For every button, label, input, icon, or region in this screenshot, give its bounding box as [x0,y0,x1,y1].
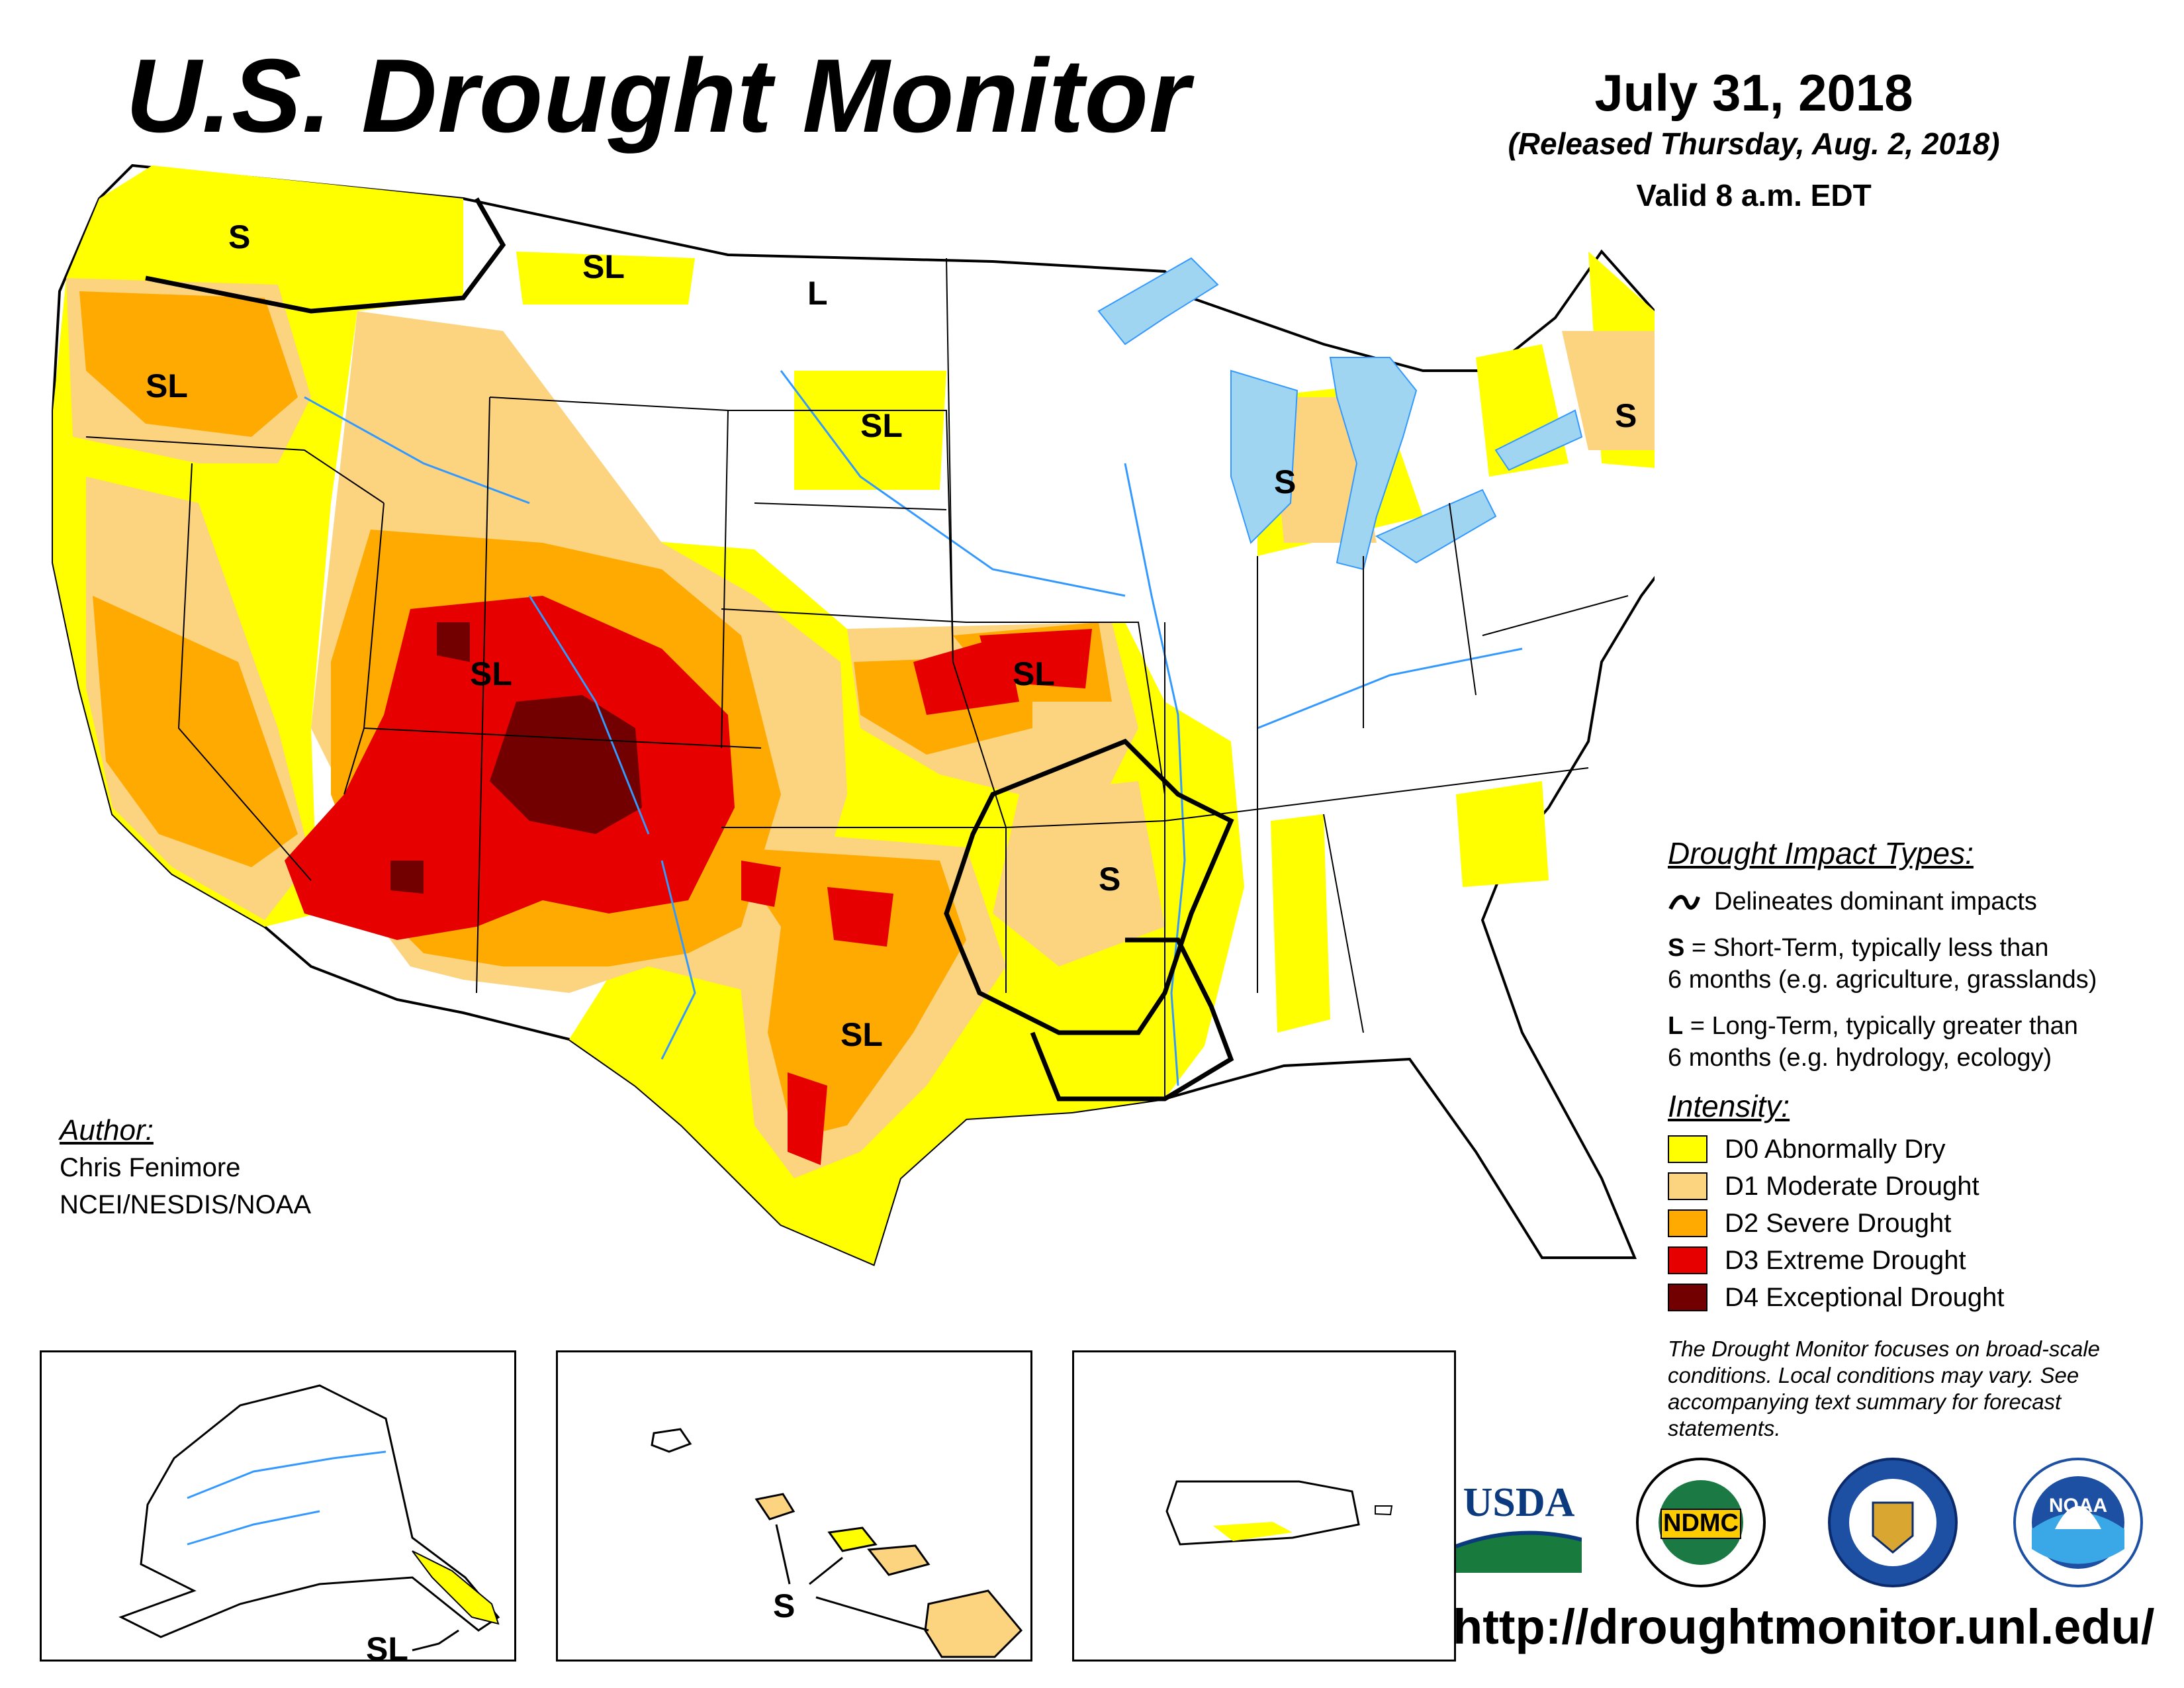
ndmc-logo: NDMC [1635,1456,1767,1589]
state-borders [85,258,1629,1099]
intensity-item: D3 Extreme Drought [1668,1242,2171,1279]
conus-map: S SL L SL SL S S SL SL S SL [52,164,1655,1266]
intensity-item: D4 Exceptional Drought [1668,1279,2171,1316]
intensity-label: D4 Exceptional Drought [1725,1282,2005,1312]
author-label: Author: [60,1114,154,1147]
label-hawaii: S [773,1587,795,1624]
delineation-line-icon [1668,895,1700,910]
short-term-letter: S [1668,934,1685,962]
commerce-logo [1827,1456,1959,1589]
intensity-swatch [1668,1135,1707,1163]
great-lakes [1097,257,1583,571]
puerto-rico-inset [1072,1350,1456,1662]
short-term-desc-2: 6 months (e.g. agriculture, grasslands) [1668,966,2097,994]
intensity-swatch [1668,1209,1707,1237]
intensity-label: D3 Extreme Drought [1725,1245,1966,1275]
long-term-desc-2: 6 months (e.g. hydrology, ecology) [1668,1044,2052,1072]
label-ny: S [1615,397,1637,434]
short-term-desc: = Short-Term, typically less than [1684,934,2049,962]
author-name: Chris Fenimore [60,1153,241,1182]
intensity-item: D2 Severe Drought [1668,1205,2171,1242]
intensity-label: D0 Abnormally Dry [1725,1134,1946,1164]
label-nd: L [807,275,828,312]
label-mo: SL [1013,655,1055,692]
short-term-key: S = Short-Term, typically less than [1668,932,2171,964]
label-or: SL [146,367,188,404]
puerto-rico-map [1165,1480,1393,1546]
website-url[interactable]: http://droughtmonitor.unl.edu/ [1453,1599,2155,1654]
intensity-item: D0 Abnormally Dry [1668,1131,2171,1168]
delineation-text: Delineates dominant impacts [1714,888,2037,915]
legend: Drought Impact Types: Delineates dominan… [1668,835,2171,1316]
label-wa: S [228,218,250,256]
noaa-logo: NOAA [2012,1456,2144,1589]
map-date: July 31, 2018 [1594,64,1913,122]
intensity-label: D2 Severe Drought [1725,1208,1952,1238]
impact-delineations [145,197,1234,1102]
d4-areas [390,622,642,894]
impact-types-title: Drought Impact Types: [1668,836,1974,870]
hawaii-map: S [651,1428,1023,1658]
usda-logo: USDA [1455,1479,1582,1573]
release-date: (Released Thursday, Aug. 2, 2018) [1508,126,2000,161]
label-tx: SL [841,1016,883,1053]
label-alaska: SL [366,1630,408,1660]
ndmc-text: NDMC [1663,1509,1739,1537]
map-title: U.S. Drought Monitor [126,38,1191,154]
usda-text: USDA [1463,1480,1575,1525]
long-term-desc: = Long-Term, typically greater than [1683,1012,2078,1040]
rivers [304,370,1523,1086]
label-sd: SL [860,407,903,444]
noaa-text: NOAA [2048,1495,2108,1517]
intensity-swatch [1668,1246,1707,1274]
hawaii-inset: S [556,1350,1032,1662]
author-org: NCEI/NESDIS/NOAA [60,1190,312,1219]
label-mt: SL [582,248,625,285]
intensity-swatch [1668,1284,1707,1311]
impact-labels: S SL L SL SL S S SL SL S SL [146,218,1637,1053]
intensity-item: D1 Moderate Drought [1668,1168,2171,1205]
disclaimer-note: The Drought Monitor focuses on broad-sca… [1668,1336,2101,1440]
intensity-list: D0 Abnormally Dry D1 Moderate Drought D2 S… [1668,1131,2171,1316]
label-ut: SL [470,655,512,692]
long-term-key: L = Long-Term, typically greater than [1668,1010,2171,1042]
label-ar: S [1099,861,1120,898]
valid-time: Valid 8 a.m. EDT [1636,178,1872,212]
label-mi: S [1274,463,1296,500]
intensity-title: Intensity: [1668,1089,1790,1123]
alaska-inset: SL [40,1350,516,1667]
intensity-label: D1 Moderate Drought [1725,1171,1979,1201]
long-term-letter: L [1668,1012,1684,1040]
author-block: Author: Chris Fenimore NCEI/NESDIS/NOAA [60,1112,311,1223]
intensity-swatch [1668,1172,1707,1200]
alaska-map: SL [118,1384,500,1667]
delineation-key: Delineates dominant impacts [1668,886,2171,917]
